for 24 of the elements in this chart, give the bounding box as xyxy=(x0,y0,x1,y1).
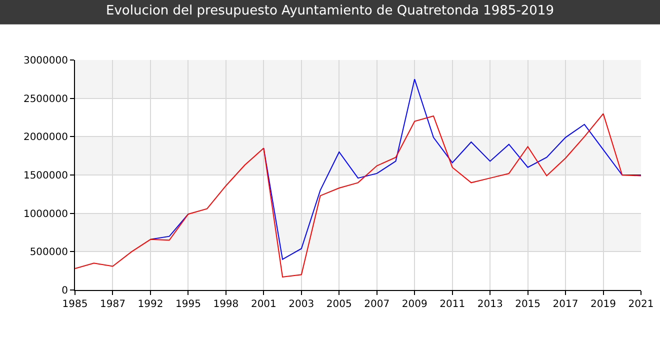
y-tick-label: 1000000 xyxy=(23,208,68,220)
x-tick-label: 2007 xyxy=(364,299,390,310)
x-tick-label: 1998 xyxy=(213,299,239,310)
y-tick-label: 2500000 xyxy=(23,94,68,105)
x-tick-label: 1985 xyxy=(62,299,88,310)
y-tick-label: 500000 xyxy=(30,247,68,258)
x-tick-label: 1987 xyxy=(100,299,126,310)
x-tick-label: 2011 xyxy=(440,299,466,310)
y-tick-label: 0 xyxy=(62,286,68,296)
x-tick-label: 1992 xyxy=(138,299,164,310)
y-tick-label: 3000000 xyxy=(23,56,68,66)
x-tick-label: 2019 xyxy=(590,299,616,310)
x-tick-label: 2017 xyxy=(552,299,578,310)
x-tick-label: 2021 xyxy=(628,299,654,310)
chart-title: Evolucion del presupuesto Ayuntamiento de Quatretonda 1985-2019 xyxy=(106,3,554,18)
x-tick-label: 2015 xyxy=(515,299,541,310)
y-tick-label: 1500000 xyxy=(23,170,68,182)
x-tick-label: 2013 xyxy=(477,299,503,310)
x-tick-label: 2001 xyxy=(250,299,276,310)
x-tick-label: 2003 xyxy=(288,299,314,310)
x-tick-label: 1995 xyxy=(175,299,201,310)
y-tick-label: 2000000 xyxy=(23,132,68,144)
x-tick-label: 2005 xyxy=(326,299,352,310)
x-tick-label: 2009 xyxy=(402,299,428,310)
